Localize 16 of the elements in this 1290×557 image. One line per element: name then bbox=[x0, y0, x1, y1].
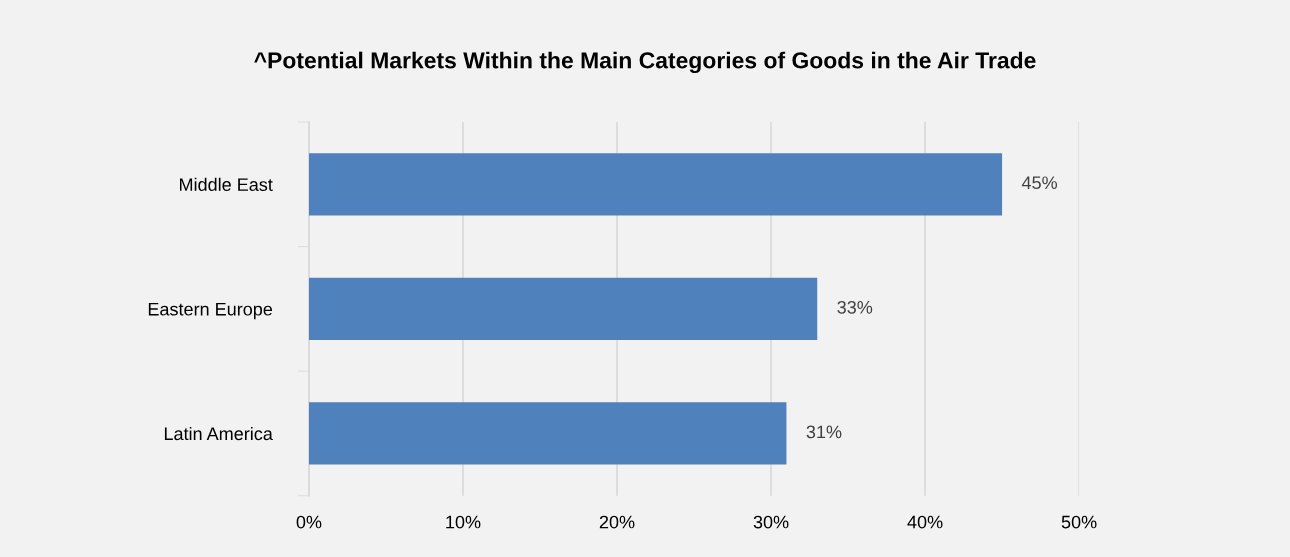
data-label: 45% bbox=[1021, 176, 1058, 190]
x-tick-label: 30% bbox=[753, 515, 789, 529]
x-tick-label: 10% bbox=[446, 515, 481, 529]
y-tick-label: Middle East bbox=[180, 177, 273, 191]
bar bbox=[308, 402, 787, 465]
y-tick-label: Latin America bbox=[164, 426, 273, 441]
x-tick-label: 40% bbox=[907, 515, 943, 529]
x-tick-label: 0% bbox=[296, 515, 322, 529]
data-label: 31% bbox=[806, 425, 842, 439]
y-tick-label: Eastern Europe bbox=[148, 302, 273, 320]
chart-title: ^Potential Markets Within the Main Categories of Goods in the Air Trade bbox=[254, 51, 1036, 74]
bar bbox=[308, 153, 1003, 216]
x-tick-label: 50% bbox=[1061, 515, 1097, 529]
data-label: 33% bbox=[837, 300, 873, 314]
x-tick-label: 20% bbox=[599, 515, 635, 529]
bar bbox=[308, 277, 818, 340]
